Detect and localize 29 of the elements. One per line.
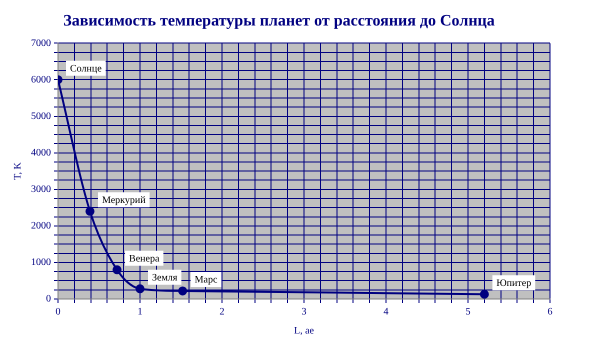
y-tick-label: 6000 [31,74,51,86]
annotation: Венера [129,253,160,264]
x-axis-title: L, ае [294,326,315,337]
y-tick-label: 4000 [31,147,51,158]
x-tick-label: 6 [548,306,552,318]
annotation: Земля [152,272,178,284]
annotation: Марс [194,274,218,286]
x-tick-label: 0 [56,306,60,318]
y-tick-label: 0 [46,294,51,305]
y-tick-label: 5000 [31,110,51,122]
annotation: Солнце [70,63,102,74]
y-tick-label: 7000 [31,38,51,49]
point [85,206,94,216]
y-axis-title: T, K [12,162,24,180]
point [112,265,122,274]
x-tick-label: 2 [220,306,224,318]
annotation: Юпитер [496,278,532,289]
x-tick-label: 4 [384,306,388,318]
point [178,286,188,296]
y-tick-label: 2000 [31,220,51,232]
y-tick-label: 3000 [31,184,51,195]
annotation: Меркурий [102,194,146,206]
x-tick-label: 1 [138,306,142,318]
y-tick-label: 1000 [31,257,51,268]
chart-title: Зависимость температуры планет от расстояния до Солнца [63,12,495,30]
x-tick-label: 3 [302,306,306,318]
x-tick-label: 5 [466,306,470,318]
point [480,290,489,299]
point [136,284,144,294]
